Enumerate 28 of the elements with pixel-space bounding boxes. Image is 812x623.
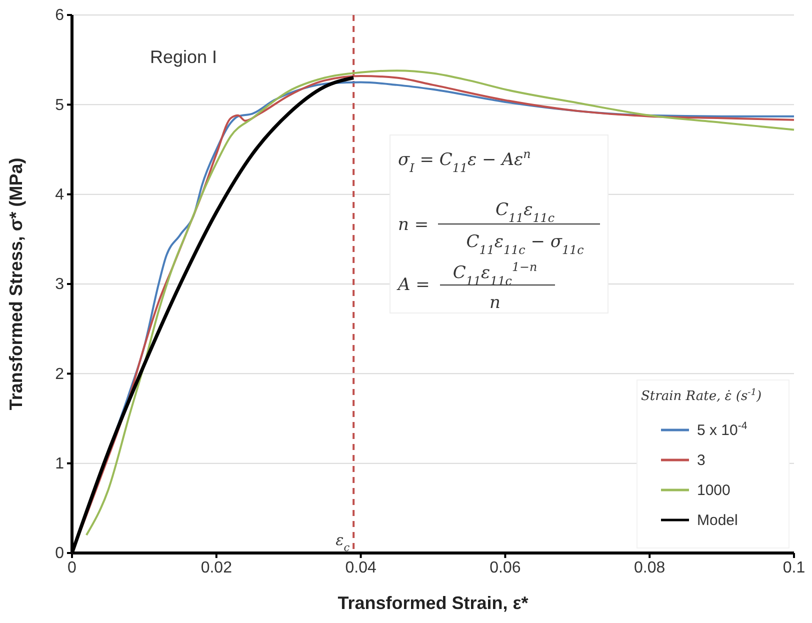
legend-label: Model: [697, 512, 738, 529]
x-axis-title: Transformed Strain, ε*: [338, 593, 528, 613]
y-axis-title: Transformed Stress, σ* (MPa): [6, 158, 26, 410]
legend-label: 3: [697, 452, 706, 469]
annotation: A =: [396, 275, 430, 295]
x-tick-label: 0.1: [782, 559, 806, 576]
annotation: Region I: [150, 47, 218, 67]
x-tick-label: 0: [68, 559, 77, 576]
x-tick-label: 0.06: [490, 559, 521, 576]
y-tick-label: 0: [55, 545, 64, 562]
y-tick-label: 5: [55, 96, 64, 114]
annotation: C$_{11}$ε$_{11c}$ − σ$_{11c}$: [466, 232, 584, 257]
y-tick-label: 6: [55, 7, 64, 24]
x-tick-label: 0.08: [634, 559, 666, 576]
y-tick-label: 2: [55, 366, 64, 383]
legend-label: 5 x 10$^{-4}$: [697, 420, 748, 439]
y-tick-label: 3: [55, 276, 64, 294]
legend-label: 1000: [697, 482, 730, 499]
ref-line-label: ε$_{c}$: [336, 531, 350, 554]
legend-title: Strain Rate, ε̇ (s$^{-1}$): [641, 388, 762, 404]
annotation: n: [490, 293, 500, 313]
y-tick-label: 1: [55, 455, 64, 472]
annotation: C$_{11}$ε$_{11c}$: [495, 200, 555, 225]
annotation: σ$_{I}$ = C$_{11}$ε − Aε$^{n}$: [398, 147, 531, 175]
x-tick-label: 0.04: [345, 559, 376, 576]
annotation: n =: [398, 215, 429, 235]
y-tick-label: 4: [55, 186, 64, 204]
x-tick-label: 0.02: [200, 559, 232, 576]
